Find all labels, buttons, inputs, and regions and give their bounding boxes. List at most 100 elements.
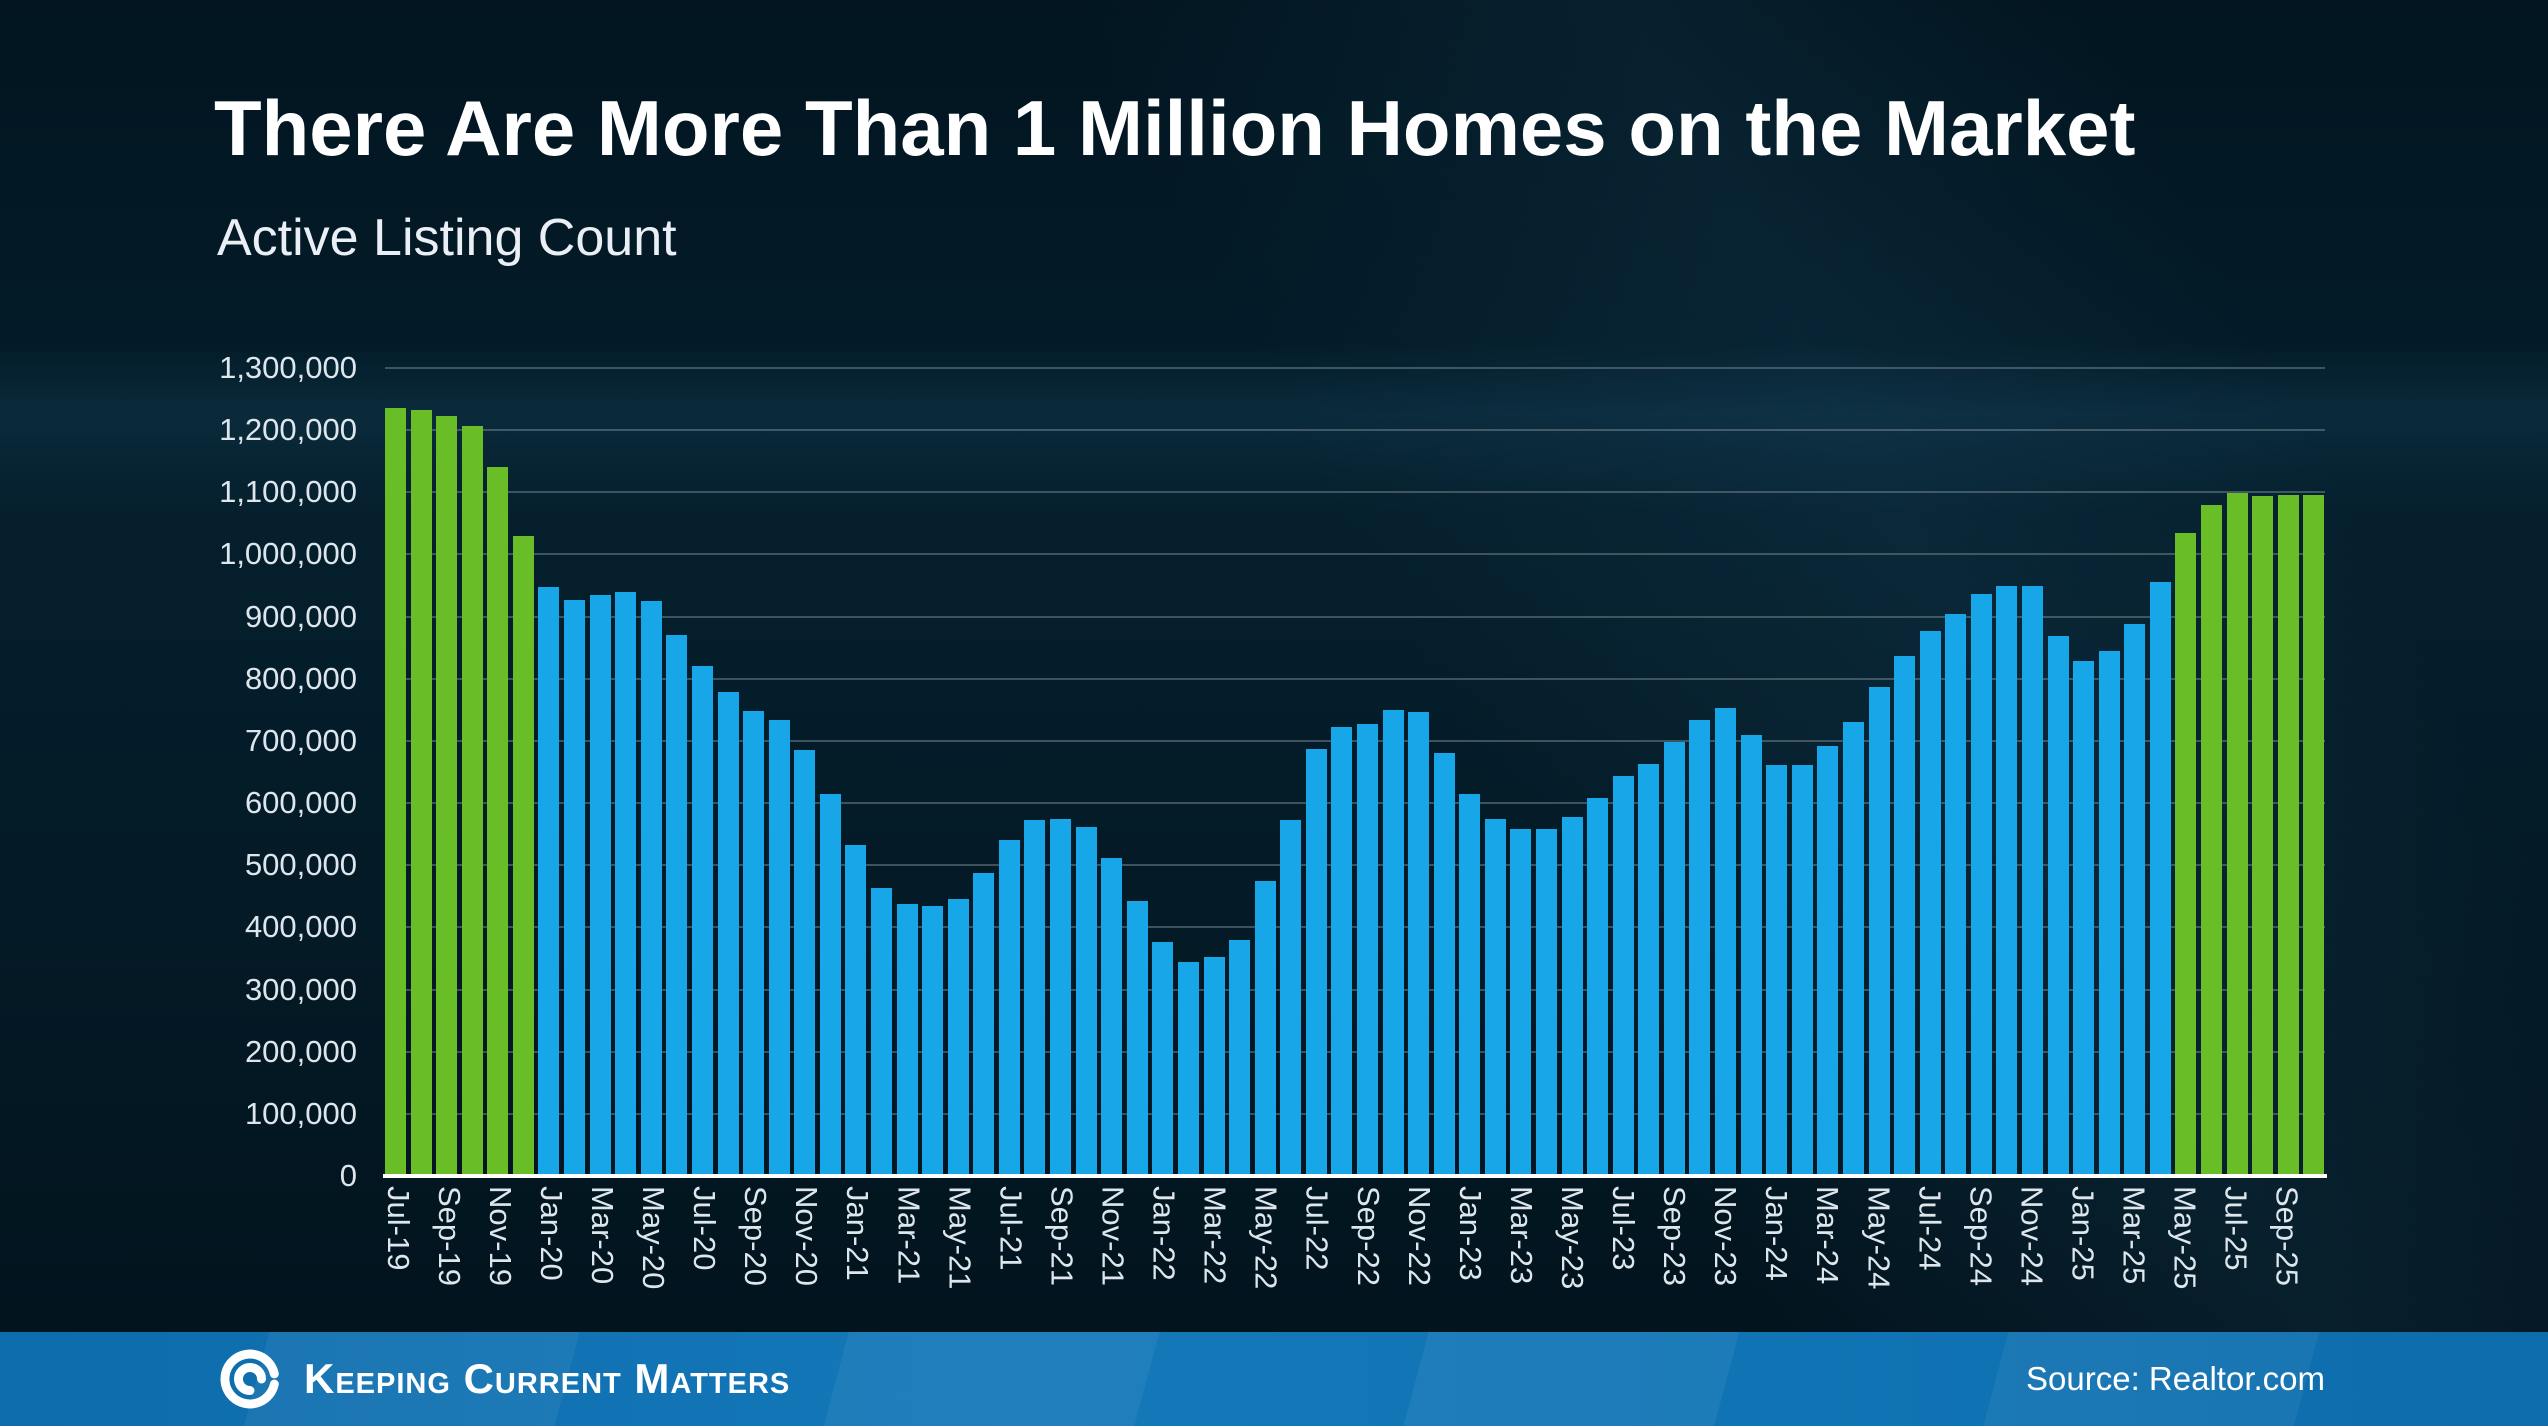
bar-Jan-21	[845, 845, 867, 1176]
x-tick-label: May-20	[636, 1186, 672, 1290]
x-tick-label: Jan-25	[2065, 1186, 2101, 1281]
bar-Feb-24	[1791, 765, 1813, 1176]
bar-May-21	[947, 899, 969, 1176]
x-tick-label: Mar-20	[584, 1186, 620, 1285]
bar-Dec-19	[512, 536, 534, 1176]
bar-Jul-22	[1305, 749, 1327, 1176]
bar-Apr-25	[2149, 582, 2171, 1176]
footer-band: Keeping Current Matters Source: Realtor.…	[0, 1332, 2548, 1426]
x-tick-label: Jul-22	[1299, 1186, 1335, 1271]
bar-Oct-21	[1075, 827, 1097, 1176]
x-tick-label: Jan-23	[1452, 1186, 1488, 1281]
bar-May-20	[640, 601, 662, 1176]
bar-Dec-22	[1433, 753, 1455, 1176]
bar-Apr-20	[615, 592, 637, 1176]
x-tick-label: Jul-25	[2218, 1186, 2254, 1271]
bar-Jun-20	[666, 635, 688, 1176]
x-tick-label: Mar-21	[891, 1186, 927, 1285]
x-tick-label: Nov-23	[1708, 1186, 1744, 1286]
gridline	[385, 677, 2325, 680]
gridline	[385, 491, 2325, 494]
x-tick-label: Nov-21	[1095, 1186, 1131, 1286]
bar-Nov-20	[794, 750, 816, 1176]
page-title: There Are More Than 1 Million Homes on t…	[214, 84, 2136, 172]
bar-Jul-21	[998, 840, 1020, 1176]
x-tick-label: Jan-21	[840, 1186, 876, 1281]
x-tick-label: Mar-25	[2116, 1186, 2152, 1285]
x-tick-label: Jul-20	[687, 1186, 723, 1271]
bar-Aug-20	[717, 692, 739, 1176]
x-tick-label: Sep-20	[738, 1186, 774, 1286]
y-tick-label: 1,200,000	[219, 412, 357, 448]
page-subtitle: Active Listing Count	[217, 209, 677, 267]
bar-Nov-21	[1101, 858, 1123, 1176]
bar-Mar-20	[589, 595, 611, 1176]
bar-Nov-19	[487, 467, 509, 1176]
source-text: Source: Realtor.com	[2026, 1360, 2325, 1397]
x-tick-label: May-24	[1861, 1186, 1897, 1290]
bar-Apr-22	[1229, 940, 1251, 1176]
bar-Sep-25	[2277, 495, 2299, 1176]
x-tick-label: Jan-20	[533, 1186, 569, 1281]
bar-Sep-20	[743, 711, 765, 1176]
x-tick-label: Jul-23	[1606, 1186, 1642, 1271]
y-tick-label: 1,100,000	[219, 474, 357, 510]
bar-Sep-22	[1356, 724, 1378, 1176]
bar-Nov-23	[1715, 708, 1737, 1176]
bar-Oct-19	[461, 426, 483, 1176]
bar-Jan-22	[1152, 942, 1174, 1176]
bar-Apr-23	[1536, 829, 1558, 1176]
gridline	[385, 367, 2325, 369]
y-tick-label: 1,000,000	[219, 536, 357, 572]
x-tick-label: May-25	[2167, 1186, 2203, 1290]
y-tick-label: 200,000	[244, 1033, 357, 1069]
x-tick-label: May-22	[1248, 1186, 1284, 1290]
bar-Feb-21	[870, 888, 892, 1176]
bar-Apr-24	[1842, 722, 1864, 1176]
bar-Oct-22	[1382, 710, 1404, 1176]
bar-Oct-23	[1689, 720, 1711, 1176]
bar-Sep-21	[1050, 819, 1072, 1176]
bar-Oct-20	[768, 720, 790, 1176]
x-tick-label: Sep-21	[1044, 1186, 1080, 1286]
bar-Feb-25	[2098, 651, 2120, 1176]
gridline	[385, 739, 2325, 742]
kcm-spiral-icon	[218, 1347, 282, 1411]
gridline	[385, 553, 2325, 556]
bar-Apr-21	[922, 906, 944, 1176]
bar-Jun-22	[1280, 820, 1302, 1176]
bar-Jul-19	[385, 408, 406, 1176]
bar-Jan-24	[1766, 765, 1788, 1176]
bar-Jul-23	[1612, 776, 1634, 1176]
bar-Dec-20	[819, 794, 841, 1176]
bar-Oct-24	[1996, 586, 2018, 1176]
x-tick-label: Nov-24	[2014, 1186, 2050, 1286]
bar-Dec-21	[1126, 901, 1148, 1176]
bar-Aug-22	[1331, 727, 1353, 1176]
brand-name: Keeping Current Matters	[304, 1355, 791, 1402]
y-tick-label: 500,000	[244, 847, 357, 883]
y-tick-label: 400,000	[244, 909, 357, 945]
bar-Dec-24	[2047, 636, 2069, 1176]
x-tick-label: Sep-24	[1963, 1186, 1999, 1286]
y-tick-label: 600,000	[244, 785, 357, 821]
bar-Sep-24	[1970, 594, 1992, 1176]
y-tick-label: 800,000	[244, 660, 357, 696]
bar-Jul-20	[691, 666, 713, 1176]
bar-Oct-25	[2303, 495, 2325, 1176]
y-tick-label: 700,000	[244, 722, 357, 758]
gridline	[385, 926, 2325, 929]
bar-May-22	[1254, 881, 1276, 1176]
bar-Aug-25	[2252, 496, 2274, 1176]
bar-Jun-25	[2201, 505, 2223, 1176]
bar-Sep-19	[436, 416, 458, 1176]
bar-Nov-24	[2022, 586, 2043, 1176]
bar-Aug-19	[410, 410, 432, 1176]
bar-Jan-23	[1459, 794, 1481, 1176]
gridline	[385, 988, 2325, 991]
bar-Mar-21	[896, 904, 918, 1176]
x-tick-label: Jul-19	[380, 1186, 416, 1271]
x-tick-label: Sep-23	[1657, 1186, 1693, 1286]
gridline	[385, 429, 2325, 432]
